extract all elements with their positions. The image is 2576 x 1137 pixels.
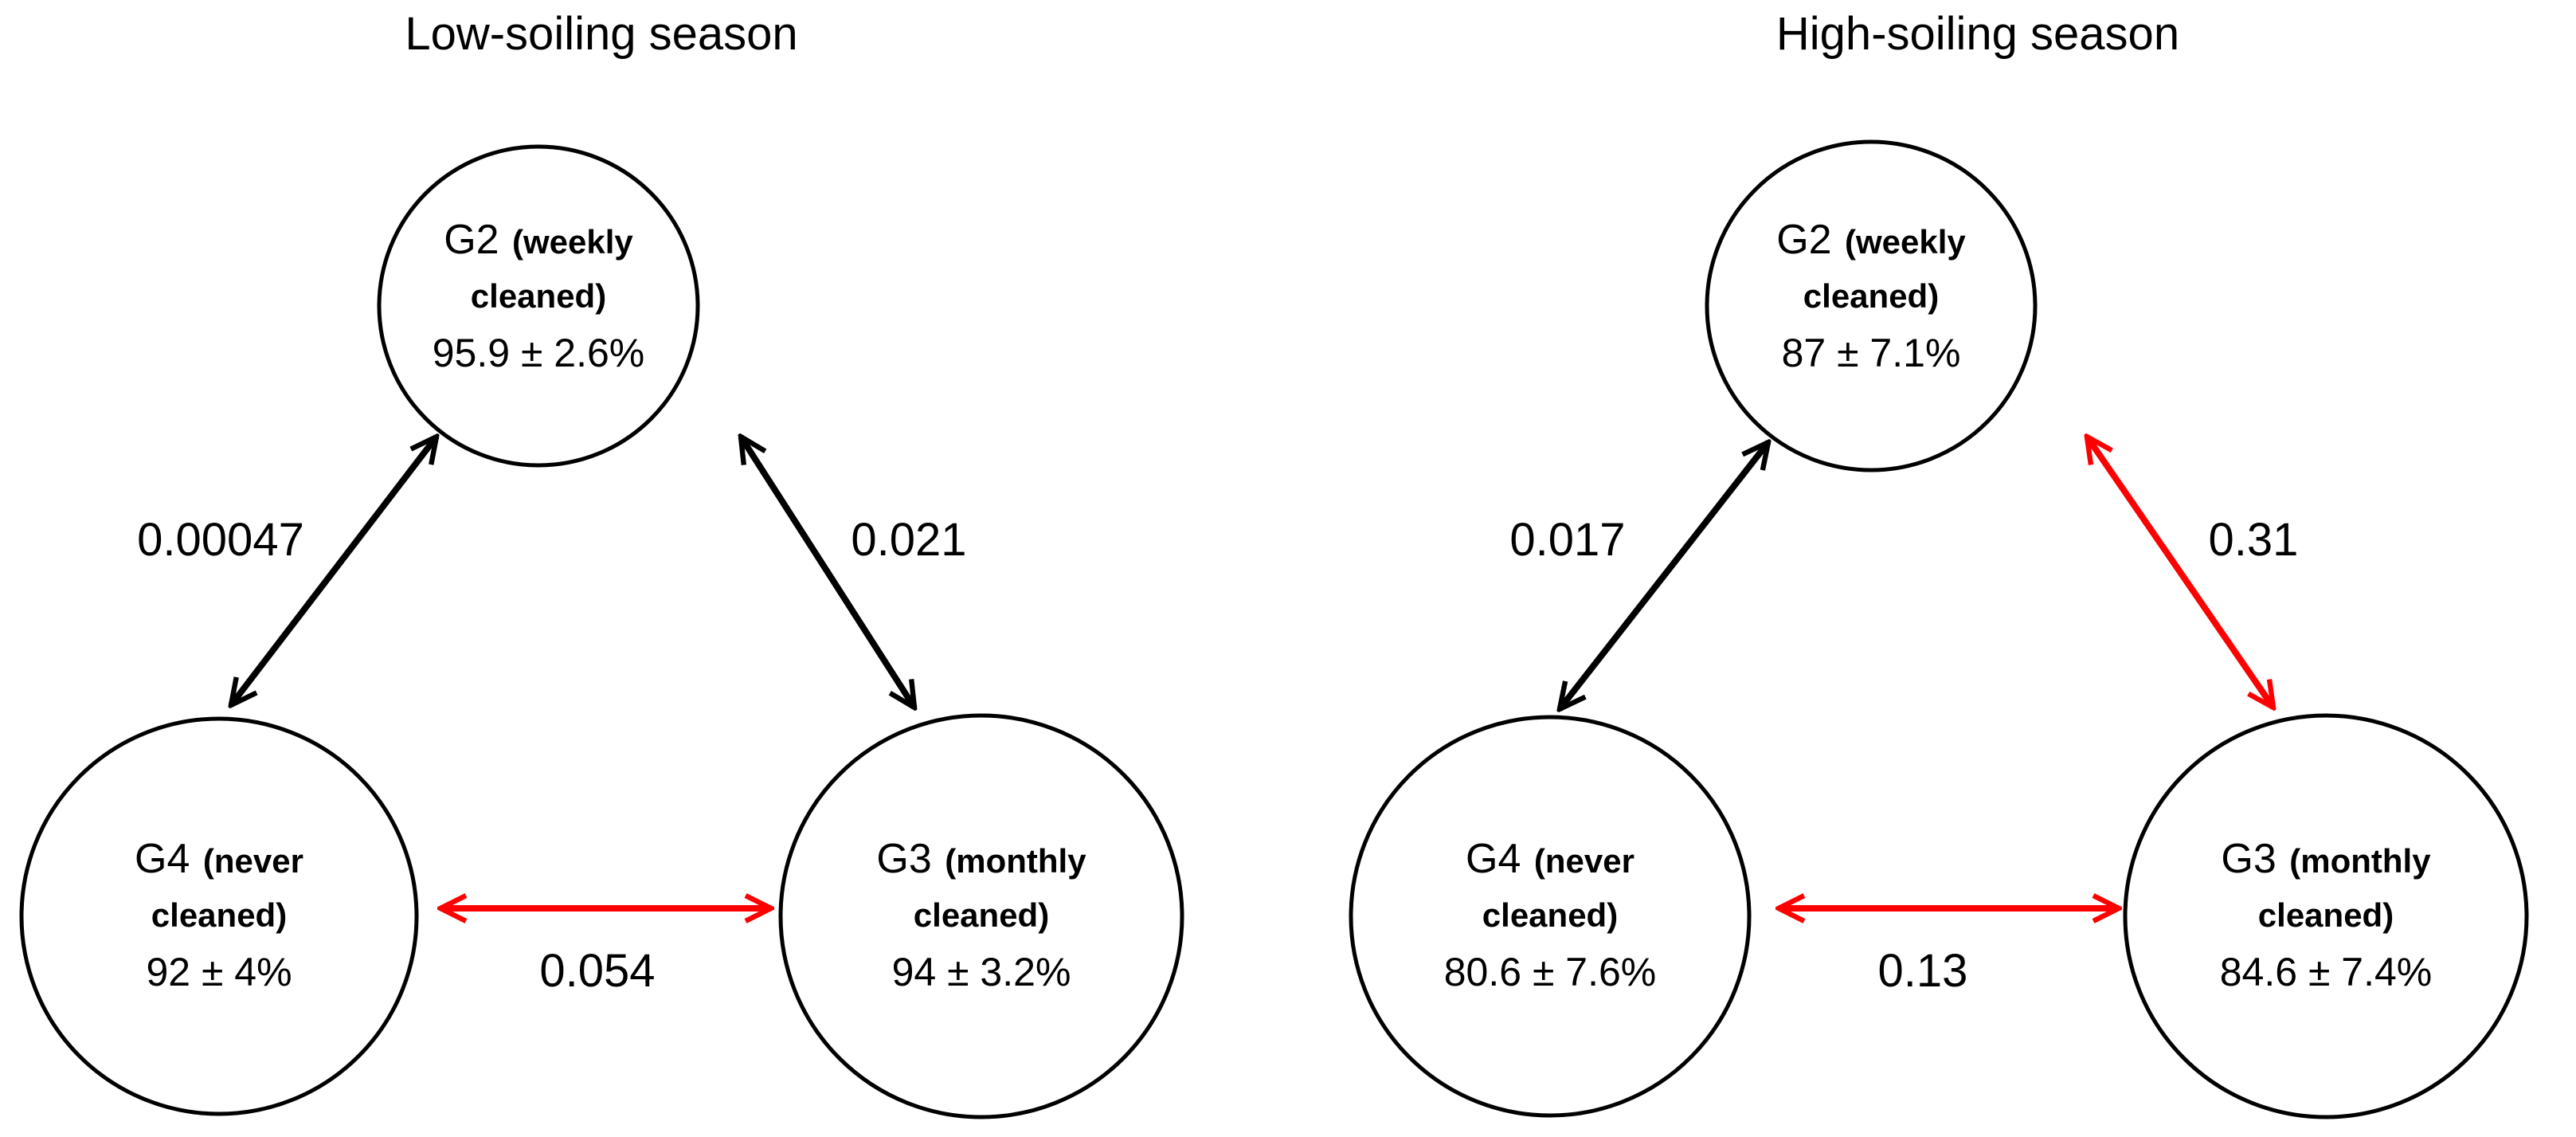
node-name: G3 (2221, 836, 2276, 882)
node-value: 94 ± 3.2% (892, 950, 1071, 994)
node-sub-2: cleaned) (151, 896, 287, 934)
node-g2: G2 (weekly cleaned) 87 ± 7.1% (1705, 139, 2038, 472)
node-name: G4 (135, 836, 190, 882)
node-g2: G2 (weekly cleaned) 95.9 ± 2.6% (377, 144, 700, 468)
svg-text:G3 (monthly: G3 (monthly (2221, 836, 2431, 882)
node-g3: G3 (monthly cleaned) 94 ± 3.2% (778, 713, 1184, 1119)
edge-label-g2-g4: 0.00047 (137, 514, 304, 566)
panel-title: High-soiling season (1776, 8, 2179, 60)
node-sub-2: cleaned) (471, 277, 606, 315)
svg-text:G4 (never: G4 (never (1466, 836, 1634, 882)
node-sub-1: (monthly (2289, 842, 2431, 880)
node-sub-1: (never (203, 842, 303, 880)
edge-arrow-g2-g3 (2087, 437, 2273, 708)
panel-high-soiling: High-soiling season 0.017 0.31 0.13 G2 (… (1349, 8, 2529, 1119)
node-name: G2 (444, 217, 499, 263)
edge-label-g4-g3: 0.13 (1878, 945, 1968, 997)
node-sub-1: (weekly (1845, 223, 1966, 261)
node-name: G4 (1466, 836, 1521, 882)
panel-title: Low-soiling season (405, 8, 797, 60)
node-value: 92 ± 4% (146, 950, 292, 994)
node-g4: G4 (never cleaned) 92 ± 4% (19, 716, 419, 1116)
edge-label-g2-g3: 0.31 (2209, 514, 2299, 566)
node-g3: G3 (monthly cleaned) 84.6 ± 7.4% (2123, 713, 2529, 1119)
svg-text:G2 (weekly: G2 (weekly (1776, 217, 1966, 263)
edge-arrow-g2-g3 (741, 437, 914, 708)
node-sub-2: cleaned) (1482, 896, 1618, 934)
node-sub-2: cleaned) (1803, 277, 1939, 315)
node-sub-1: (weekly (512, 223, 633, 261)
edge-arrow-g2-g4 (231, 437, 437, 705)
svg-text:G3 (monthly: G3 (monthly (876, 836, 1086, 882)
node-sub-2: cleaned) (2258, 896, 2394, 934)
edge-label-g2-g3: 0.021 (851, 514, 966, 566)
edge-arrow-g2-g4 (1560, 442, 1768, 709)
node-sub-1: (monthly (945, 842, 1086, 880)
svg-text:G2 (weekly: G2 (weekly (444, 217, 633, 263)
panel-low-soiling: Low-soiling season 0.00047 0.021 0.054 G… (19, 8, 1184, 1119)
node-sub-1: (never (1534, 842, 1634, 880)
edge-label-g4-g3: 0.054 (539, 945, 655, 997)
node-sub-2: cleaned) (914, 896, 1049, 934)
svg-text:G4 (never: G4 (never (135, 836, 303, 882)
node-value: 95.9 ± 2.6% (433, 331, 645, 375)
node-name: G2 (1776, 217, 1831, 263)
node-value: 84.6 ± 7.4% (2220, 950, 2433, 994)
node-value: 87 ± 7.1% (1782, 331, 1961, 375)
node-g4: G4 (never cleaned) 80.6 ± 7.6% (1349, 715, 1752, 1118)
node-value: 80.6 ± 7.6% (1444, 950, 1657, 994)
node-name: G3 (876, 836, 931, 882)
edge-label-g2-g4: 0.017 (1509, 514, 1625, 566)
